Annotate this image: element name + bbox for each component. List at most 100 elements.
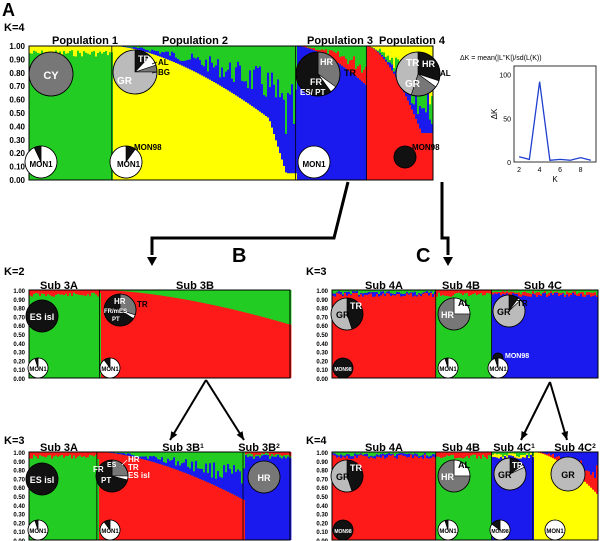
plot-c-k3-column	[442, 290, 445, 295]
plot-b-k2-column	[139, 290, 142, 293]
plot-c-k3-column	[542, 293, 545, 378]
plot-c-k4-column	[516, 456, 519, 459]
plot-c-k4-column	[528, 456, 531, 459]
plot-b-k2-column	[215, 305, 218, 378]
plot-b-k2-column	[267, 290, 270, 319]
plot-b-k3-column	[175, 469, 178, 540]
plot-b-k3-column	[187, 474, 190, 540]
plot-b-k3-column	[161, 452, 164, 458]
plot-c-k4-column	[400, 453, 403, 455]
plot-b-k2-column	[159, 295, 162, 378]
plot-b-k2-column	[187, 290, 190, 301]
pie-c4-4b-mito	[437, 519, 459, 541]
plot-c-k3-column	[354, 290, 357, 292]
plot-c-k3-column	[488, 290, 491, 294]
pie-label: MON1	[29, 529, 47, 535]
plot-c-k3-column	[516, 292, 519, 295]
plot-c-k4-column	[506, 452, 509, 456]
plot-a-column	[383, 56, 386, 60]
plot-a-column	[71, 50, 74, 181]
plot-c-k3-column	[338, 290, 341, 292]
plot-a-column	[425, 112, 428, 134]
plot-a-column	[93, 51, 96, 181]
plot-b-k2-column	[169, 290, 172, 297]
plot-a-column	[139, 47, 142, 51]
plot-c-k3-column	[484, 290, 487, 295]
plot-b-k2-column	[255, 315, 258, 378]
plot-a-column	[73, 46, 76, 57]
plot-b-k3-column	[89, 452, 92, 456]
plot-c-k4-column	[402, 453, 405, 456]
plot-c-k3-column	[470, 290, 473, 296]
plot-a-column	[315, 46, 318, 50]
plot-b-k2-column	[73, 290, 76, 293]
plot-c-k4-column	[454, 452, 457, 459]
plot-b-k2-column	[175, 290, 178, 298]
plot-c-k4-column	[558, 456, 561, 462]
plot-a-column	[269, 46, 272, 88]
plot-a-column	[135, 47, 138, 50]
plot-a-column	[189, 69, 192, 180]
plot-b-k2-column	[245, 312, 248, 378]
plot-a-column	[359, 46, 362, 65]
plot-a-column	[233, 94, 236, 180]
plot-a-column	[241, 99, 244, 180]
plot-c-k3-column	[500, 295, 503, 378]
plot-b-k3-column	[153, 462, 156, 540]
plot-c-k3-column	[460, 293, 463, 378]
plot-b-k3-column	[231, 452, 234, 474]
plot-b-k2-column	[109, 290, 112, 378]
plot-b-k3-column	[153, 455, 156, 463]
plot-c-k4-column	[402, 455, 405, 540]
plot-a-column	[279, 46, 282, 98]
plot-a-column	[263, 114, 266, 180]
plot-c-k4-column	[388, 453, 391, 456]
plot-c-k4-column	[434, 452, 437, 455]
plot-c-k3-column	[392, 295, 395, 378]
plot-c-k4-column	[524, 457, 527, 540]
plot-a-column	[245, 102, 248, 180]
plot-c-k4-column	[512, 456, 515, 540]
plot-a-column	[269, 121, 272, 180]
pie-label: MON1	[101, 367, 119, 373]
plot-c-k3-column	[548, 290, 551, 293]
plot-c-k3-column	[572, 291, 575, 293]
plot-a-column	[319, 46, 322, 51]
plot-a-ytick-label: 0.50	[9, 109, 25, 118]
plot-b-k3-ytick-label: 0.20	[13, 521, 25, 527]
plot-a-ytick-label: 0.80	[9, 69, 25, 78]
plot-b-k3-column	[93, 452, 96, 457]
plot-c-k4-column	[390, 455, 393, 540]
plot-c-k3-column	[532, 291, 535, 294]
plot-c-k4-column	[434, 454, 437, 458]
plot-c-k3-column	[556, 292, 559, 378]
plot-a-column	[37, 52, 40, 181]
panel-label-a: A	[2, 0, 15, 20]
plot-c-k3-column	[538, 292, 541, 296]
group-label-c-k3-1: Sub 4A	[365, 280, 403, 292]
plot-c-k3-column	[496, 293, 499, 378]
plot-a-column	[247, 88, 250, 104]
plot-c-k3-column	[382, 293, 385, 378]
plot-b-k2-column	[137, 290, 140, 293]
plot-c-k3-column	[546, 296, 549, 378]
pie-label: HR	[128, 455, 140, 464]
plot-c-k4-column	[526, 452, 529, 454]
plot-b-k2-column	[213, 290, 216, 306]
plot-b-k3-column	[107, 452, 110, 540]
plot-a-column	[155, 46, 158, 52]
plot-b-k2-column	[143, 293, 146, 378]
pie-c4-4c1-mito	[489, 519, 511, 541]
plot-b-k2-column	[229, 290, 232, 309]
plot-c-k3-column	[576, 294, 579, 296]
plot-c-k4-column	[336, 454, 339, 458]
plot-b-k3-column	[77, 452, 80, 457]
plot-b-k3-column	[169, 460, 172, 468]
plot-c-k3-column	[372, 292, 375, 297]
plot-b-k3-column	[271, 452, 274, 455]
plot-a-column	[179, 64, 182, 180]
plot-b-k3-column	[133, 455, 136, 458]
plot-b-k3-column	[251, 456, 254, 540]
arrow-3b-1	[169, 379, 207, 441]
plot-c-k4-column	[462, 458, 465, 540]
